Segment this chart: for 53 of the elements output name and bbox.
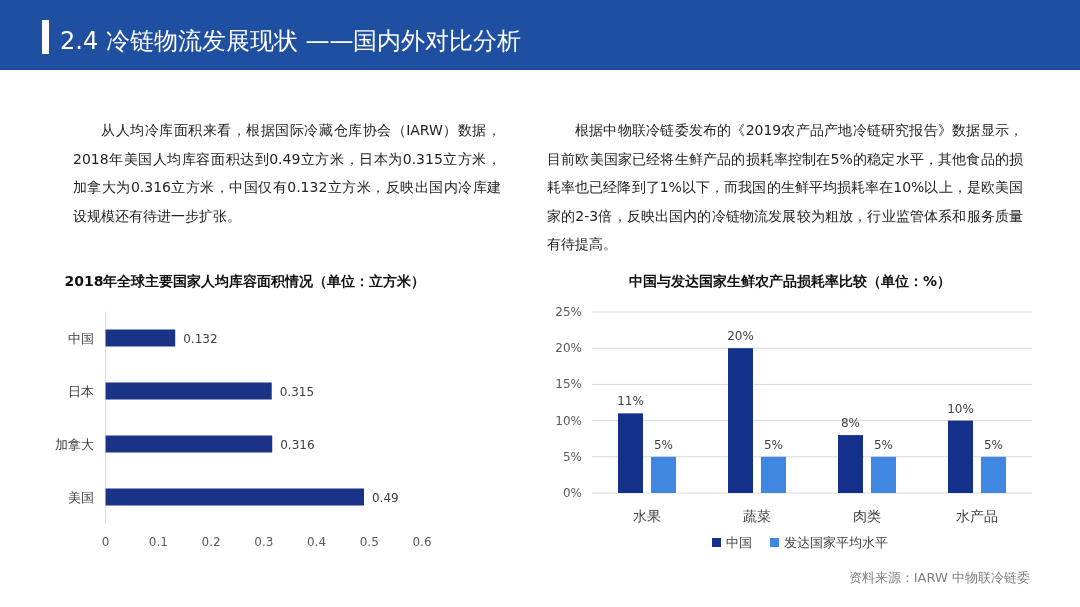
text: 2.4 冷链物流发展现状 ——国内外对比分析 <box>60 27 522 55</box>
bar <box>728 348 753 493</box>
data-label: 0.316 <box>280 438 315 452</box>
x-tick-label: 0.5 <box>359 534 379 549</box>
y-tick-label: 加拿大 <box>54 437 94 452</box>
bar <box>651 456 676 493</box>
y-tick-label: 25% <box>555 305 582 319</box>
data-label: 5% <box>763 437 784 452</box>
chart-title: 2018年全球主要国家人均库容面积情况（单位：立方米） <box>64 273 426 289</box>
bar <box>838 435 863 493</box>
chart-title: 中国与发达国家生鲜农产品损耗率比较（单位：%） <box>628 273 952 289</box>
data-label: 8% <box>840 416 861 431</box>
bar <box>105 382 272 400</box>
y-tick-label: 0% <box>562 486 582 500</box>
data-label: 0.315 <box>279 385 315 399</box>
bar <box>105 435 273 453</box>
x-tick-label: 水产品 <box>956 508 998 524</box>
y-tick-label: 中国 <box>67 331 94 346</box>
y-tick-label: 20% <box>555 341 582 356</box>
chart-subtitle: 从人均冷库面积来看，根据国际冷藏仓库协会（IARW）数据，2018年美国人均库容面积达到0.49立方米，日本为0.315立方米，加拿大为0.316立方米，中国仅有0.132立方米，反映出国内冷库建设规模还有待进一步扩张。 <box>73 121 501 226</box>
x-tick-label: 0 <box>101 534 110 549</box>
text: 资料来源：IARW 中物联冷链委 <box>848 570 1030 585</box>
data-label: 20% <box>727 329 754 344</box>
y-tick-label: 10% <box>555 413 582 428</box>
bar <box>761 456 786 493</box>
y-tick-label: 15% <box>555 377 582 392</box>
bar <box>618 413 643 493</box>
data-label: 5% <box>873 437 894 452</box>
data-label: 11% <box>617 394 644 409</box>
x-tick-label: 肉类 <box>853 508 881 524</box>
x-tick-label: 水果 <box>633 508 661 524</box>
bar <box>871 456 896 493</box>
y-tick-label: 美国 <box>67 490 94 505</box>
x-tick-label: 0.6 <box>412 534 432 549</box>
data-label: 10% <box>947 401 974 416</box>
bar <box>105 329 176 347</box>
data-label: 0.49 <box>371 491 399 505</box>
x-tick-label: 0.2 <box>201 534 221 549</box>
data-label: 5% <box>653 437 674 452</box>
y-tick-label: 日本 <box>67 384 94 399</box>
x-tick-label: 0.4 <box>306 534 327 549</box>
y-tick-label: 5% <box>562 449 582 464</box>
bar <box>948 420 973 493</box>
chart-subtitle: 根据中物联冷链委发布的《2019农产品产地冷链研究报告》数据显示，目前欧美国家已经将生鲜产品的损耗率控制在5%的稳定水平，其他食品的损耗率也已经降到了1%以下，而我国的生鲜平均损耗率在10%以上，是欧美国家的2-3倍，反映出国内的冷链物流发展较为粗放，行业监管体系和服务质量有待提高。 <box>547 121 1023 254</box>
data-label: 5% <box>983 437 1004 452</box>
bar <box>981 456 1006 493</box>
x-tick-label: 蔬菜 <box>743 508 771 524</box>
legend-label: 中国 <box>726 535 752 550</box>
data-label: 0.132 <box>183 332 218 346</box>
x-tick-label: 0.3 <box>254 534 274 549</box>
legend-label: 发达国家平均水平 <box>784 535 888 550</box>
x-tick-label: 0.1 <box>148 534 168 549</box>
bar <box>105 488 364 506</box>
